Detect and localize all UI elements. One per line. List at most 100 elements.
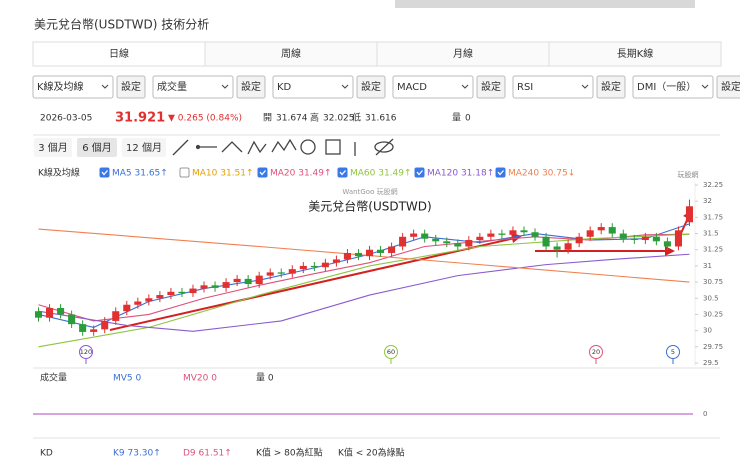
candle-body (553, 246, 561, 250)
tab[interactable] (204, 41, 378, 67)
candle-body (233, 278, 241, 283)
setting-label: 設定 (241, 80, 261, 93)
legend-checkbox[interactable] (414, 167, 425, 178)
logo: 玩股網 (678, 170, 699, 179)
candle-body (57, 307, 65, 315)
volume-value: 0 (465, 114, 471, 124)
legend-entry: MA20 31.49↑ (270, 169, 332, 179)
select-value: MACD (397, 82, 427, 93)
marker-label: 120 (80, 348, 92, 356)
high-value: 32.025 (323, 114, 355, 124)
candle-body (365, 249, 374, 257)
legend-label: K線及均線 (38, 167, 80, 179)
candle-body (189, 288, 197, 294)
select-arrow (581, 84, 589, 89)
panel-legend: K9 73.30↑ (113, 449, 161, 459)
candle-body (377, 249, 385, 253)
candle-body (332, 259, 340, 263)
check (497, 170, 504, 176)
select-arrow (461, 84, 469, 89)
check (339, 170, 346, 176)
setting-label: 設定 (721, 80, 740, 93)
y-tick-label: 32 (703, 197, 712, 205)
setting-label: 設定 (121, 80, 141, 93)
candle-body (178, 291, 186, 294)
setting-button[interactable] (356, 75, 386, 99)
setting-label: 設定 (601, 80, 621, 93)
select-box[interactable] (632, 75, 714, 99)
panel-legend: K值 > 80為紅點 (256, 447, 323, 459)
setting-label: 設定 (361, 80, 381, 93)
marker-label: 5 (671, 348, 675, 356)
check (416, 170, 423, 176)
select-box[interactable] (32, 75, 114, 99)
legend-entry: MA120 31.18↑ (427, 169, 494, 179)
candle-body (288, 269, 296, 274)
candle-body (586, 230, 594, 237)
select-box[interactable] (152, 75, 234, 99)
period-button[interactable] (77, 138, 117, 157)
check (259, 170, 266, 176)
legend-checkbox[interactable] (99, 167, 110, 178)
y-tick-label: 29.5 (703, 359, 719, 367)
candle-body (410, 233, 418, 237)
tab-label: 長期K線 (617, 47, 654, 60)
candle-body (79, 324, 87, 332)
candle-body (255, 275, 263, 285)
select-arrow (101, 84, 109, 89)
candle-body (399, 236, 407, 247)
select-box[interactable] (392, 75, 474, 99)
tab-label: 月線 (453, 47, 473, 60)
legend-checkbox[interactable] (179, 167, 190, 178)
quote-change: ▼ 0.265 (0.84%) (168, 114, 242, 124)
period-button[interactable] (122, 138, 166, 157)
candle-body (619, 233, 627, 239)
candle-body (211, 285, 219, 288)
candle-body (498, 233, 506, 235)
legend-entry: MA240 30.75↓ (508, 169, 575, 179)
candle-body (652, 236, 660, 242)
period-button[interactable] (34, 138, 72, 157)
tab[interactable] (548, 41, 722, 67)
setting-button[interactable] (476, 75, 506, 99)
candle-body (200, 285, 208, 289)
legend-checkbox[interactable] (495, 167, 506, 178)
drawing-tools[interactable] (172, 138, 394, 156)
high-label: 高 (310, 112, 319, 124)
setting-button[interactable] (116, 75, 146, 99)
candle-body (277, 272, 285, 274)
panel-title: KD (40, 449, 53, 459)
candle-body (354, 252, 363, 257)
marker-circle (79, 345, 93, 359)
legend-checkbox[interactable] (257, 167, 268, 178)
candle-body (145, 298, 153, 302)
volume-label: 量 (452, 113, 461, 124)
panel-legend: MV5 0 (113, 374, 142, 384)
candle-body (68, 314, 76, 325)
setting-button[interactable] (596, 75, 626, 99)
candle-body (641, 236, 649, 241)
y-tick-label: 31.25 (703, 246, 723, 254)
select-value: RSI (517, 82, 533, 93)
panel-legend: K值 < 20為綠點 (338, 447, 405, 459)
candle-body (520, 230, 528, 233)
candle-body (244, 278, 252, 285)
select-box[interactable] (272, 75, 354, 99)
marker-circle (589, 345, 603, 359)
tab[interactable] (376, 41, 550, 67)
legend-entry: MA10 31.51↑ (192, 169, 254, 179)
setting-label: 設定 (481, 80, 501, 93)
y-tick-label: 0 (703, 410, 707, 418)
candle-body (321, 262, 329, 268)
setting-button[interactable] (236, 75, 266, 99)
select-box[interactable] (512, 75, 594, 99)
candle-body (487, 233, 495, 237)
candle-body (608, 227, 616, 234)
y-tick-label: 30 (703, 327, 712, 335)
legend-checkbox[interactable] (337, 167, 348, 178)
candle-body (564, 243, 572, 250)
page-title: 美元兌台幣(USDTWD) 技術分析 (34, 17, 209, 32)
candle-body (575, 236, 583, 244)
setting-button[interactable] (716, 75, 740, 99)
